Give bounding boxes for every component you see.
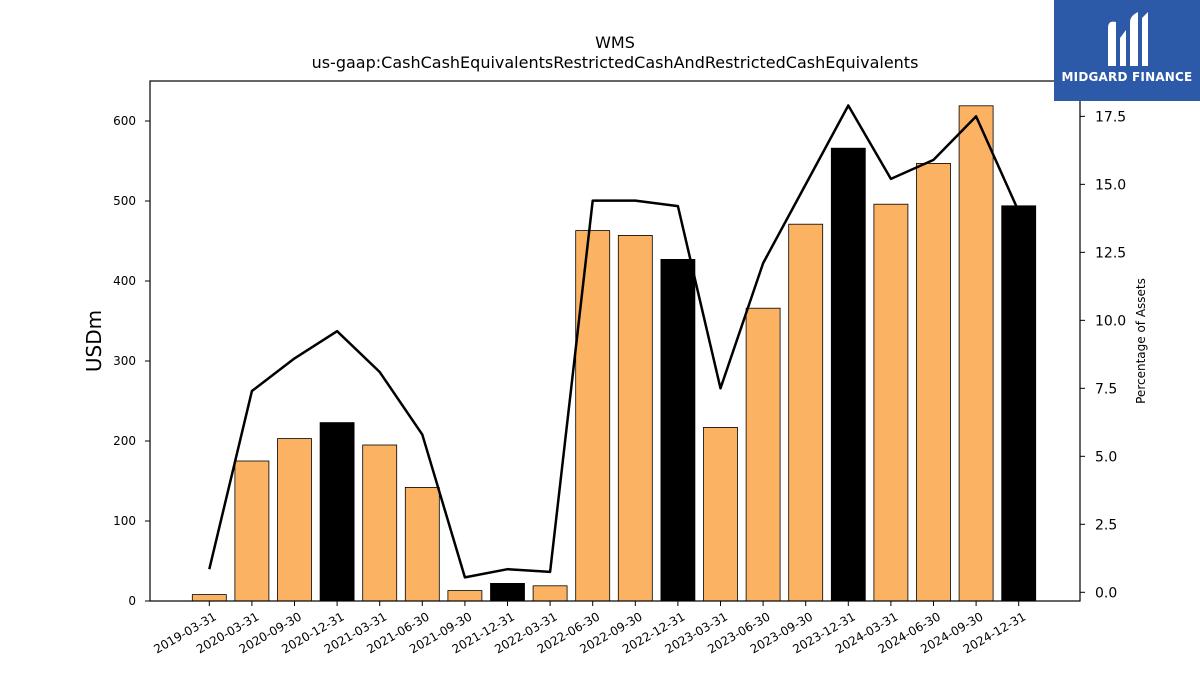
y-tick-label: 0 — [128, 594, 136, 608]
bar-2023-12-31 — [830, 147, 866, 602]
y-axis-label: USDm — [82, 310, 106, 372]
y-right-tick-label: 10.0 — [1095, 313, 1126, 329]
bar-2022-09-30 — [617, 234, 653, 602]
bar-2020-03-31 — [234, 460, 270, 602]
bar-2019-03-31 — [191, 594, 227, 602]
bar-2024-09-30 — [958, 105, 994, 602]
y-axis-right-label: Percentage of Assets — [1134, 278, 1148, 404]
chart-title: WMS — [595, 33, 635, 52]
bar-2024-06-30 — [916, 162, 951, 602]
bar-2020-09-30 — [277, 438, 312, 602]
bars-group — [191, 105, 1037, 602]
y-tick-label: 100 — [113, 514, 136, 528]
bar-2024-03-31 — [873, 203, 909, 602]
y-tick-label: 200 — [113, 434, 136, 448]
bar-2021-12-31 — [490, 583, 525, 602]
bar-2022-06-30 — [575, 230, 611, 602]
bar-2020-12-31 — [319, 422, 355, 602]
bar-2021-06-30 — [404, 486, 440, 602]
midgard-finance-logo: MIDGARD FINANCE — [1054, 0, 1200, 101]
chart-subtitle: us-gaap:CashCashEquivalentsRestrictedCas… — [312, 53, 919, 72]
y-tick-label: 500 — [113, 194, 136, 208]
plot-frame — [149, 80, 1081, 602]
y-right-tick-label: 17.5 — [1095, 109, 1126, 125]
y-right-tick-label: 0.0 — [1095, 585, 1117, 601]
y-tick-label: 400 — [113, 274, 136, 288]
bar-2022-03-31 — [532, 585, 568, 602]
y-right-tick-label: 5.0 — [1095, 449, 1117, 465]
y-right-tick-label: 2.5 — [1095, 517, 1117, 533]
y-right-tick-label: 7.5 — [1095, 381, 1117, 397]
logo-text: MIDGARD FINANCE — [1061, 70, 1193, 84]
bar-2021-03-31 — [362, 444, 398, 602]
bar-2023-09-30 — [788, 223, 824, 602]
y-tick-label: 600 — [113, 114, 136, 128]
bar-2022-12-31 — [660, 258, 696, 602]
bar-2024-12-31 — [1001, 205, 1037, 602]
y-right-tick-label: 12.5 — [1095, 245, 1126, 261]
percentage-of-assets-line — [208, 104, 1020, 579]
percentage-line-group — [208, 104, 1020, 579]
bar-2023-06-30 — [745, 307, 781, 602]
logo-mark-icon — [1108, 12, 1148, 67]
y-right-tick-label: 15.0 — [1095, 177, 1126, 193]
bar-2023-03-31 — [703, 426, 738, 602]
y-tick-label: 300 — [113, 354, 136, 368]
bar-2021-09-30 — [447, 590, 483, 602]
